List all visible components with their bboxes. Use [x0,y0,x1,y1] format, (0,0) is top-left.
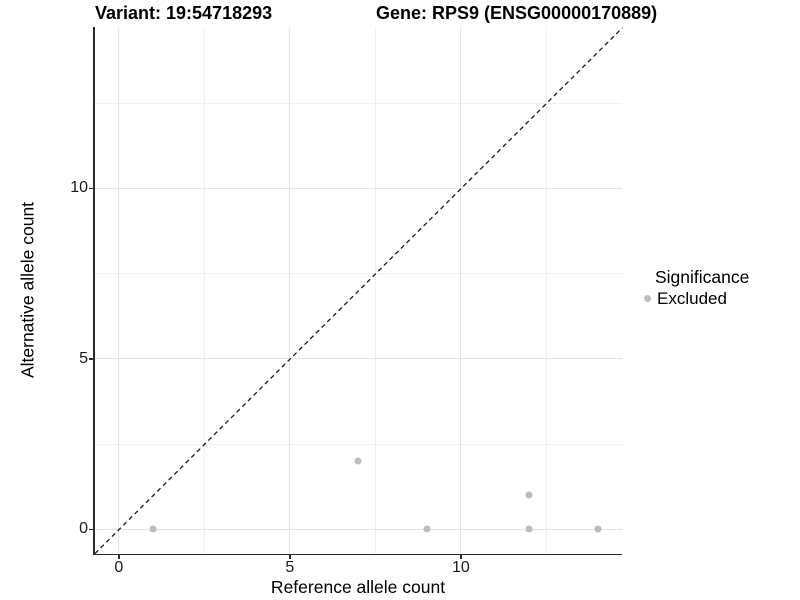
legend-item-label: Excluded [657,288,727,308]
legend: Significance Excluded [639,267,749,309]
y-tick-label: 5 [79,349,88,367]
y-tick-mark [89,358,93,360]
data-point [525,491,533,499]
x-axis-line [93,553,622,556]
gridline-major-v [289,27,291,554]
gridline-minor-v [203,27,205,554]
legend-title: Significance [655,267,750,287]
y-tick-label: 0 [79,520,88,538]
gridline-major-v [118,27,120,554]
y-tick-mark [89,187,93,190]
x-tick-label: 5 [285,559,295,576]
excluded-point-icon [643,295,651,302]
identity-line-svg [94,27,623,554]
gridline-minor-v [545,27,547,554]
gridline-major-h [94,187,622,189]
gene-title: Gene: RPS9 (ENSG00000170889) [376,3,658,23]
y-axis-line [93,27,95,556]
y-axis-title: Alternative allele count [17,201,38,379]
legend-item-excluded: Excluded [639,288,749,309]
gridline-major-h [94,528,622,530]
y-tick-mark [89,528,93,531]
gridline-major-h [94,358,622,360]
legend-key [639,291,655,307]
data-point [594,525,602,533]
data-point [423,525,431,533]
gridline-minor-h [94,102,622,104]
x-tick-mark [289,555,291,560]
gridline-minor-v [374,27,376,554]
x-axis-title: Reference allele count [270,577,446,597]
x-tick-mark [460,555,462,560]
gridline-major-v [460,27,462,554]
data-point [354,457,362,465]
variant-title: Variant: 19:54718293 [95,3,273,23]
x-tick-mark [118,555,120,560]
x-tick-label: 0 [114,559,124,576]
gridline-minor-h [94,273,622,275]
plot-panel [94,27,623,554]
identity-line [94,27,623,554]
x-tick-label: 10 [451,559,470,576]
gridline-minor-h [94,443,622,445]
y-tick-label: 10 [70,179,88,197]
data-point [149,525,157,533]
data-point [525,525,533,533]
